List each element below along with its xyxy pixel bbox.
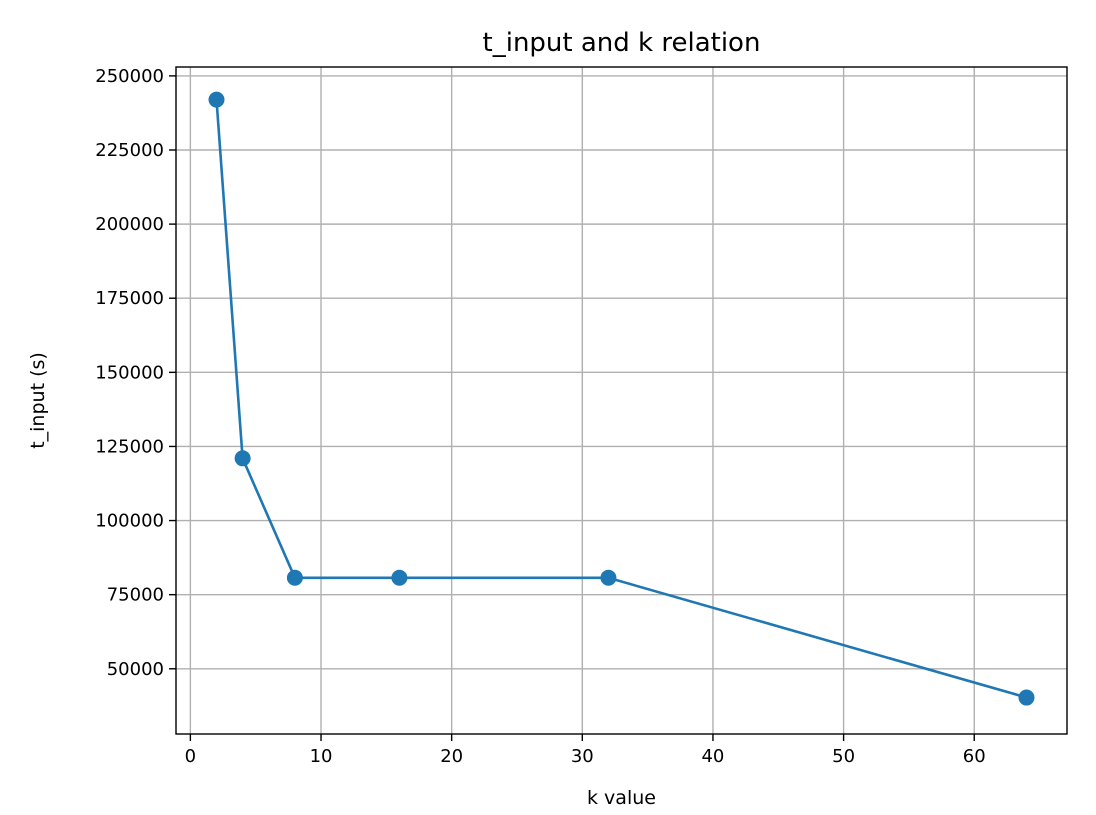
y-axis-label: t_input (s) (27, 352, 49, 449)
y-tick-label: 75000 (107, 585, 164, 606)
chart-title: t_input and k relation (483, 28, 761, 58)
y-tick-label: 200000 (95, 214, 164, 235)
y-tick-label: 175000 (95, 288, 164, 309)
y-tick-label: 100000 (95, 511, 164, 532)
x-tick-label: 0 (185, 746, 196, 767)
data-point (1018, 689, 1035, 706)
x-tick-label: 40 (701, 746, 724, 767)
plot-frame (175, 66, 1068, 735)
x-tick-label: 10 (310, 746, 333, 767)
data-point (208, 91, 225, 108)
x-tick-label: 50 (832, 746, 855, 767)
data-point (286, 569, 303, 586)
data-point (600, 569, 617, 586)
y-tick-label: 150000 (95, 362, 164, 383)
x-tick-label: 30 (571, 746, 594, 767)
data-point (234, 450, 251, 467)
y-tick-label: 125000 (95, 436, 164, 457)
x-axis-label: k value (587, 787, 656, 809)
grid-lines (176, 67, 1067, 734)
axis-ticks: 0 10 20 30 40 50 60 50000 75000 100000 125000 15000… (95, 66, 985, 767)
y-tick-label: 50000 (107, 659, 164, 680)
x-tick-label: 60 (963, 746, 986, 767)
x-tick-label: 20 (440, 746, 463, 767)
y-tick-label: 225000 (95, 140, 164, 161)
series-layer (208, 91, 1035, 706)
y-tick-label: 250000 (95, 66, 164, 87)
series-line (215, 99, 1027, 699)
data-point (391, 569, 408, 586)
